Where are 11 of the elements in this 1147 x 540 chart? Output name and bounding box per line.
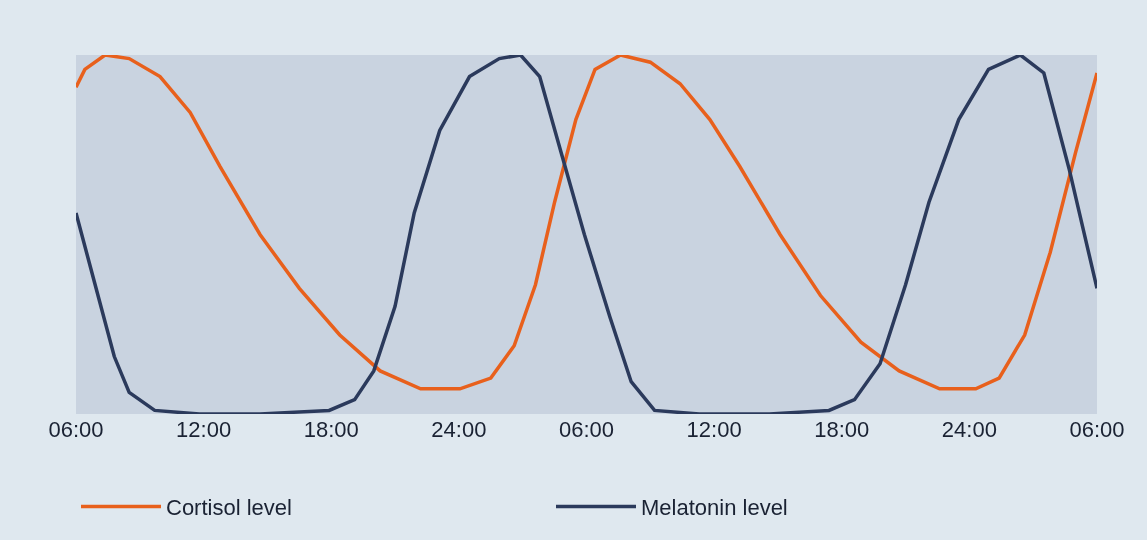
x-tick-label: 24:00 [941, 417, 997, 442]
x-tick-label: 18:00 [303, 417, 359, 442]
x-tick-label: 24:00 [431, 417, 487, 442]
x-tick-label: 12:00 [176, 417, 232, 442]
x-tick-label: 06:00 [48, 417, 104, 442]
x-tick-label: 18:00 [814, 417, 870, 442]
legend-label: Cortisol level [166, 495, 292, 521]
x-tick-label: 06:00 [558, 417, 615, 442]
x-tick-label: 12:00 [686, 417, 742, 442]
legend-label: Melatonin level [641, 495, 788, 521]
x-tick-label: 06:00 [1069, 417, 1125, 442]
